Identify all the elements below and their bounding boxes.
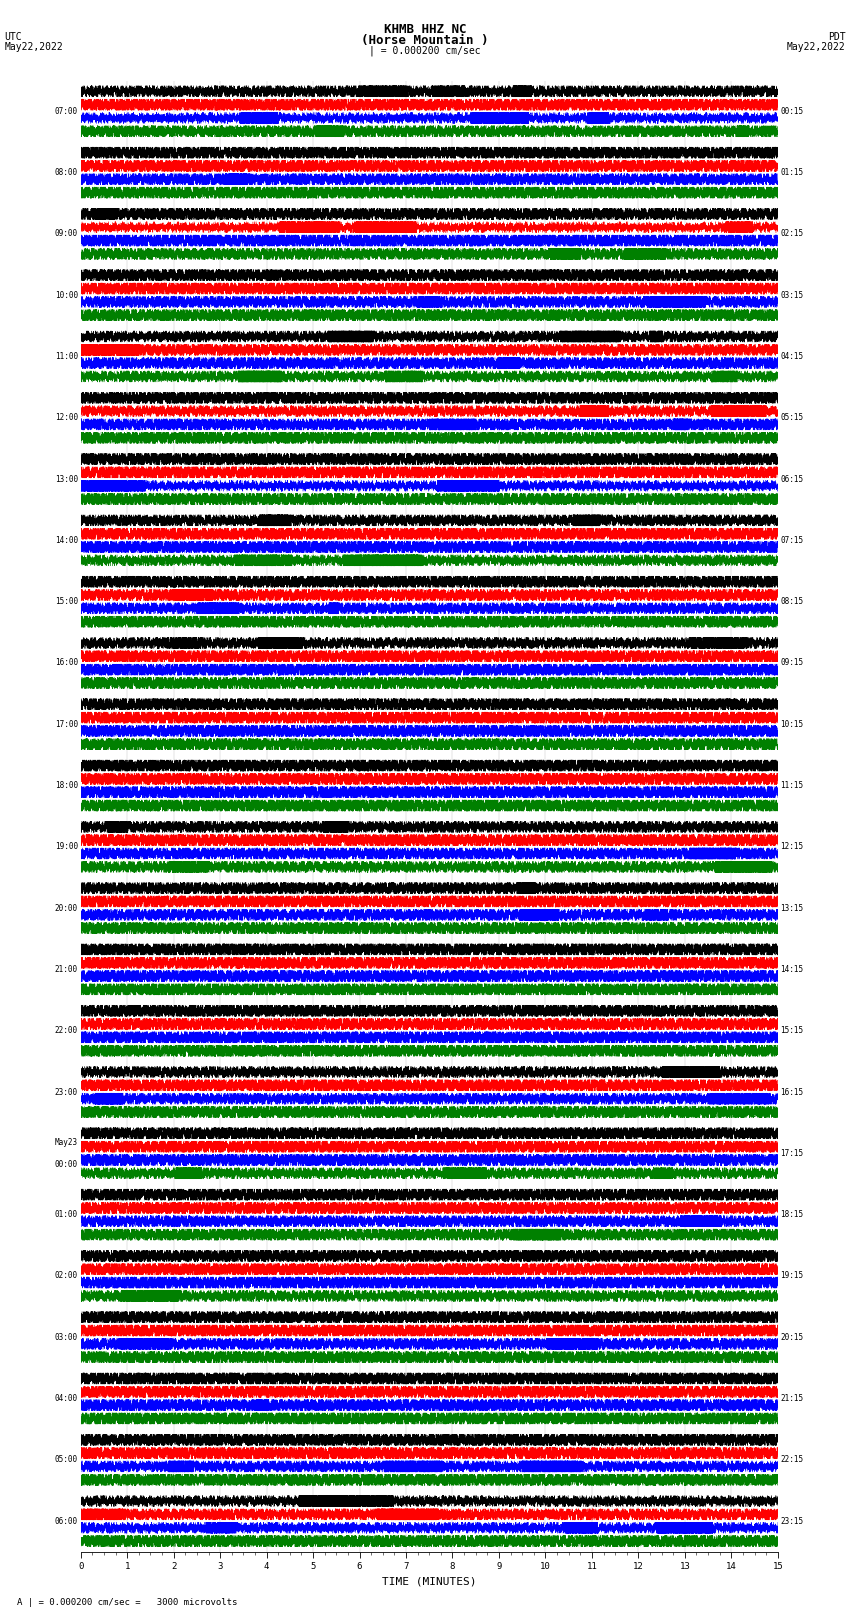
- Text: 00:15: 00:15: [780, 106, 803, 116]
- Text: 06:15: 06:15: [780, 474, 803, 484]
- Text: 14:15: 14:15: [780, 965, 803, 974]
- Text: 19:15: 19:15: [780, 1271, 803, 1281]
- Text: 17:00: 17:00: [55, 719, 78, 729]
- Text: 13:15: 13:15: [780, 903, 803, 913]
- Text: May22,2022: May22,2022: [787, 42, 846, 52]
- Text: 03:15: 03:15: [780, 290, 803, 300]
- Text: 01:00: 01:00: [55, 1210, 78, 1219]
- Text: 12:15: 12:15: [780, 842, 803, 852]
- Text: 19:00: 19:00: [55, 842, 78, 852]
- Text: 02:00: 02:00: [55, 1271, 78, 1281]
- Text: 05:15: 05:15: [780, 413, 803, 423]
- Text: 15:00: 15:00: [55, 597, 78, 606]
- Text: 16:00: 16:00: [55, 658, 78, 668]
- Text: 08:00: 08:00: [55, 168, 78, 177]
- Text: 02:15: 02:15: [780, 229, 803, 239]
- Text: 21:00: 21:00: [55, 965, 78, 974]
- Text: 22:00: 22:00: [55, 1026, 78, 1036]
- Text: 07:00: 07:00: [55, 106, 78, 116]
- Text: 08:15: 08:15: [780, 597, 803, 606]
- Text: 05:00: 05:00: [55, 1455, 78, 1465]
- Text: 10:00: 10:00: [55, 290, 78, 300]
- Text: 23:15: 23:15: [780, 1516, 803, 1526]
- X-axis label: TIME (MINUTES): TIME (MINUTES): [382, 1576, 477, 1587]
- Text: 22:15: 22:15: [780, 1455, 803, 1465]
- Text: 14:00: 14:00: [55, 536, 78, 545]
- Text: 03:00: 03:00: [55, 1332, 78, 1342]
- Text: 20:00: 20:00: [55, 903, 78, 913]
- Text: (Horse Mountain ): (Horse Mountain ): [361, 34, 489, 47]
- Text: 23:00: 23:00: [55, 1087, 78, 1097]
- Text: 04:00: 04:00: [55, 1394, 78, 1403]
- Text: KHMB HHZ NC: KHMB HHZ NC: [383, 23, 467, 35]
- Text: 10:15: 10:15: [780, 719, 803, 729]
- Text: 21:15: 21:15: [780, 1394, 803, 1403]
- Text: | = 0.000200 cm/sec: | = 0.000200 cm/sec: [369, 45, 481, 56]
- Text: 18:00: 18:00: [55, 781, 78, 790]
- Text: 16:15: 16:15: [780, 1087, 803, 1097]
- Text: 09:00: 09:00: [55, 229, 78, 239]
- Text: A | = 0.000200 cm/sec =   3000 microvolts: A | = 0.000200 cm/sec = 3000 microvolts: [17, 1597, 237, 1607]
- Text: 18:15: 18:15: [780, 1210, 803, 1219]
- Text: May22,2022: May22,2022: [4, 42, 63, 52]
- Text: 01:15: 01:15: [780, 168, 803, 177]
- Text: 00:00: 00:00: [55, 1160, 78, 1169]
- Text: 17:15: 17:15: [780, 1148, 803, 1158]
- Text: 11:00: 11:00: [55, 352, 78, 361]
- Text: 07:15: 07:15: [780, 536, 803, 545]
- Text: 06:00: 06:00: [55, 1516, 78, 1526]
- Text: 04:15: 04:15: [780, 352, 803, 361]
- Text: 12:00: 12:00: [55, 413, 78, 423]
- Text: PDT: PDT: [828, 32, 846, 42]
- Text: 15:15: 15:15: [780, 1026, 803, 1036]
- Text: UTC: UTC: [4, 32, 22, 42]
- Text: 20:15: 20:15: [780, 1332, 803, 1342]
- Text: 09:15: 09:15: [780, 658, 803, 668]
- Text: 11:15: 11:15: [780, 781, 803, 790]
- Text: 13:00: 13:00: [55, 474, 78, 484]
- Text: May23: May23: [55, 1137, 78, 1147]
